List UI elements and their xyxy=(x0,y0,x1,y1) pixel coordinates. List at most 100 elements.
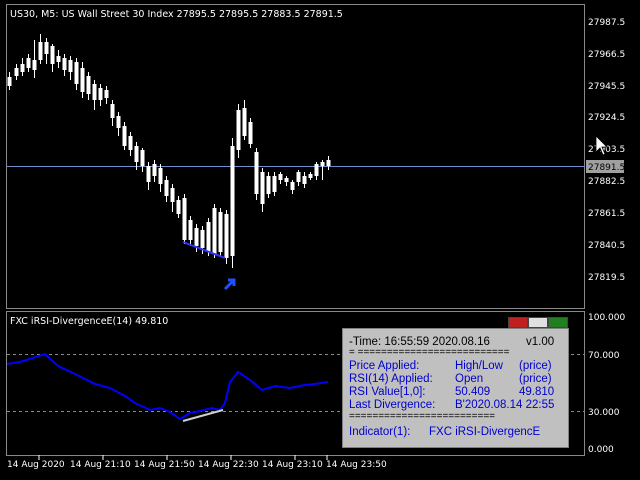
candle-body xyxy=(44,42,49,54)
price-divergence-line xyxy=(182,241,226,259)
rsi-line xyxy=(6,352,329,421)
price-tick: 27924.5 xyxy=(588,113,625,123)
candle-body xyxy=(20,64,25,72)
rsi-applied-row: RSI(14) Applied: Open (price) xyxy=(349,373,564,385)
current-price-box xyxy=(586,160,624,173)
level-tick: 100.000 xyxy=(588,313,625,323)
candle-body xyxy=(80,68,85,92)
indicator-label: Indicator(1): xyxy=(349,426,411,438)
price-applied-row: Price Applied: High/Low (price) xyxy=(349,360,564,372)
rsi-value-label: RSI Value[1,0]: xyxy=(349,386,426,398)
time-axis[interactable]: 14 Aug 2020 14 Aug 21:10 14 Aug 21:50 14… xyxy=(7,455,387,470)
candle-body xyxy=(260,172,265,204)
last-divergence-value: B'2020.08.14 22:55 xyxy=(455,399,555,411)
candle-body xyxy=(110,104,115,118)
panel-time: -Time: 16:55:59 2020.08.16 xyxy=(349,336,490,348)
candle-body xyxy=(158,168,163,184)
time-tick: 14 Aug 21:10 xyxy=(70,460,131,470)
candle-body xyxy=(212,208,217,254)
candle-body xyxy=(236,110,241,150)
indicator-row: Indicator(1): FXC iRSI-DivergencE xyxy=(349,426,564,438)
candle-body xyxy=(116,116,121,128)
candle-body xyxy=(32,60,37,70)
candle-body xyxy=(38,42,43,60)
buy-arrow-icon xyxy=(223,278,236,291)
mouse-cursor-icon xyxy=(595,135,608,156)
last-divergence-row: Last Divergence: B'2020.08.14 22:55 xyxy=(349,399,564,411)
candle-body xyxy=(122,126,127,146)
indicator-header: FXC iRSI-DivergenceE(14) 49.810 xyxy=(10,316,168,327)
candle-body xyxy=(98,88,103,100)
candle-body xyxy=(302,176,307,184)
price-tick: 27819.5 xyxy=(588,273,625,283)
candle-body xyxy=(170,188,175,202)
rsi-value-0: 49.810 xyxy=(519,386,555,398)
candle-body xyxy=(290,182,295,190)
rsi-applied-unit: (price) xyxy=(519,373,552,385)
time-tick: 14 Aug 21:50 xyxy=(134,460,195,470)
candle-body xyxy=(248,122,253,144)
candlestick-series xyxy=(7,34,331,268)
price-applied-unit: (price) xyxy=(519,360,552,372)
price-tick: 27882.5 xyxy=(588,177,625,187)
info-panel[interactable]: -Time: 16:55:59 2020.08.16 v1.00 = =====… xyxy=(342,328,569,448)
price-tick: 27840.5 xyxy=(588,241,625,251)
candle-body xyxy=(308,174,313,178)
candle-body xyxy=(320,162,325,166)
panel-red-button[interactable] xyxy=(508,317,528,328)
level-tick: 70.000 xyxy=(588,351,620,361)
candle-body xyxy=(206,222,211,252)
candle-body xyxy=(218,212,223,252)
indicator-scale[interactable]: 100.000 70.000 30.000 0.000 xyxy=(588,313,625,455)
rsi-value-1: 50.409 xyxy=(455,386,491,398)
candle-body xyxy=(182,198,187,240)
time-tick: 14 Aug 2020 xyxy=(7,460,65,470)
candle-body xyxy=(278,174,283,180)
panel-green-button[interactable] xyxy=(548,317,568,328)
level-tick: 30.000 xyxy=(588,408,620,418)
candle-body xyxy=(194,228,199,246)
candle-body xyxy=(50,46,55,64)
indicator-value: FXC iRSI-DivergencE xyxy=(429,426,541,438)
candle-body xyxy=(266,176,271,194)
time-tick: 14 Aug 23:50 xyxy=(326,460,387,470)
price-tick: 27861.5 xyxy=(588,209,625,219)
price-tick: 27903.5 xyxy=(588,145,625,155)
candle-body xyxy=(284,178,289,182)
price-applied-label: Price Applied: xyxy=(349,360,420,372)
candle-body xyxy=(200,230,205,248)
candle-body xyxy=(140,150,145,166)
time-tick: 14 Aug 23:10 xyxy=(262,460,323,470)
panel-separator-bottom: ========================= xyxy=(349,411,495,422)
level-tick: 0.000 xyxy=(588,445,614,455)
current-price-label: 27891.5 xyxy=(588,163,625,173)
candle-body xyxy=(188,220,193,240)
last-divergence-label: Last Divergence: xyxy=(349,399,436,411)
candle-body xyxy=(326,160,331,166)
price-scale[interactable]: 27987.5 27966.5 27945.5 27924.5 27903.5 … xyxy=(588,18,625,283)
price-tick: 27966.5 xyxy=(588,50,625,60)
panel-separator-top: = ========================== xyxy=(349,347,510,358)
candle-body xyxy=(314,164,319,176)
candle-body xyxy=(14,68,19,76)
candle-body xyxy=(56,56,61,62)
candle-body xyxy=(92,84,97,100)
candle-body xyxy=(104,90,109,98)
candle-body xyxy=(230,146,235,256)
candle-body xyxy=(74,62,79,84)
panel-version: v1.00 xyxy=(526,336,555,348)
candle-body xyxy=(128,136,133,150)
candle-body xyxy=(272,176,277,192)
candle-body xyxy=(296,172,301,182)
candle-body xyxy=(242,108,247,136)
main-chart-frame[interactable] xyxy=(6,4,585,309)
rsi-applied-value: Open xyxy=(455,373,484,385)
main-chart-header: US30, M5: US Wall Street 30 Index 27895.… xyxy=(10,9,343,20)
price-tick: 27987.5 xyxy=(588,18,625,28)
rsi-applied-label: RSI(14) Applied: xyxy=(349,373,433,385)
candle-body xyxy=(134,146,139,162)
time-tick: 14 Aug 22:30 xyxy=(198,460,259,470)
candle-body xyxy=(68,60,73,72)
candle-body xyxy=(254,152,259,194)
panel-white-button[interactable] xyxy=(528,317,548,328)
